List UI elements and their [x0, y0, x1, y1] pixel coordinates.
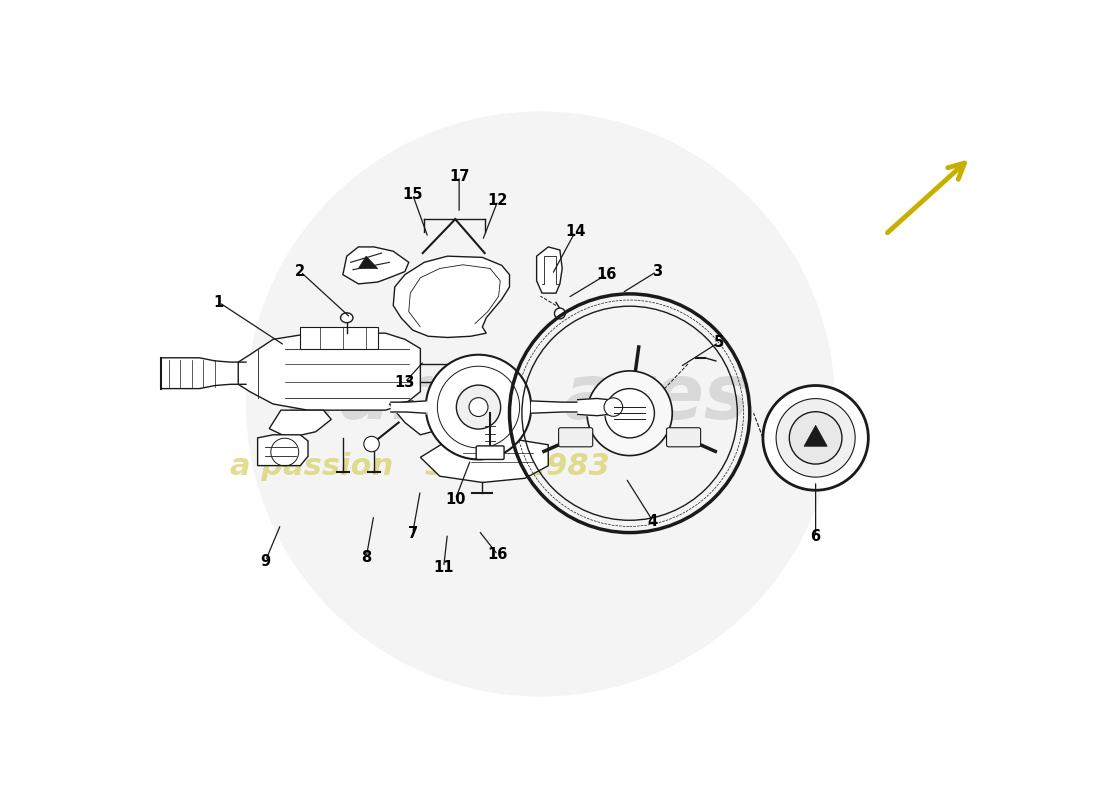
Text: 10: 10 — [446, 492, 465, 507]
Polygon shape — [239, 333, 420, 410]
Text: 16: 16 — [596, 267, 617, 282]
Text: 16: 16 — [487, 547, 508, 562]
Ellipse shape — [364, 436, 380, 452]
Text: 9: 9 — [261, 554, 271, 569]
Text: 8: 8 — [361, 550, 372, 566]
Ellipse shape — [777, 398, 855, 477]
Ellipse shape — [554, 308, 565, 319]
Ellipse shape — [246, 111, 835, 697]
FancyBboxPatch shape — [300, 327, 377, 349]
Text: 6: 6 — [811, 529, 821, 544]
Text: 5: 5 — [714, 335, 724, 350]
Text: 13: 13 — [395, 375, 415, 390]
FancyBboxPatch shape — [476, 446, 504, 459]
Polygon shape — [804, 426, 827, 446]
Ellipse shape — [604, 398, 623, 416]
Ellipse shape — [438, 366, 519, 448]
Ellipse shape — [763, 386, 868, 490]
Text: 12: 12 — [487, 194, 508, 208]
Polygon shape — [359, 256, 377, 269]
Polygon shape — [420, 438, 548, 482]
Polygon shape — [537, 247, 562, 293]
Text: euro: euro — [285, 362, 481, 435]
Text: 4: 4 — [648, 514, 658, 529]
FancyBboxPatch shape — [667, 428, 701, 447]
Ellipse shape — [456, 385, 501, 429]
FancyBboxPatch shape — [559, 428, 593, 447]
Text: 2: 2 — [295, 264, 306, 279]
Text: 7: 7 — [408, 526, 418, 541]
Ellipse shape — [605, 389, 654, 438]
Text: 17: 17 — [449, 169, 470, 183]
Text: 11: 11 — [433, 560, 454, 574]
Ellipse shape — [426, 354, 531, 459]
Ellipse shape — [469, 398, 488, 417]
Ellipse shape — [790, 412, 842, 464]
Polygon shape — [389, 401, 436, 434]
Text: 14: 14 — [565, 224, 585, 239]
Polygon shape — [270, 410, 331, 438]
Polygon shape — [257, 434, 308, 466]
Polygon shape — [394, 256, 509, 338]
Ellipse shape — [587, 371, 672, 455]
Text: 1: 1 — [213, 295, 224, 310]
Polygon shape — [343, 247, 409, 284]
Text: a passion   since 1983: a passion since 1983 — [231, 452, 611, 481]
Circle shape — [341, 313, 353, 322]
Text: ares: ares — [563, 362, 750, 435]
Text: 3: 3 — [651, 264, 662, 279]
Text: 15: 15 — [403, 187, 422, 202]
